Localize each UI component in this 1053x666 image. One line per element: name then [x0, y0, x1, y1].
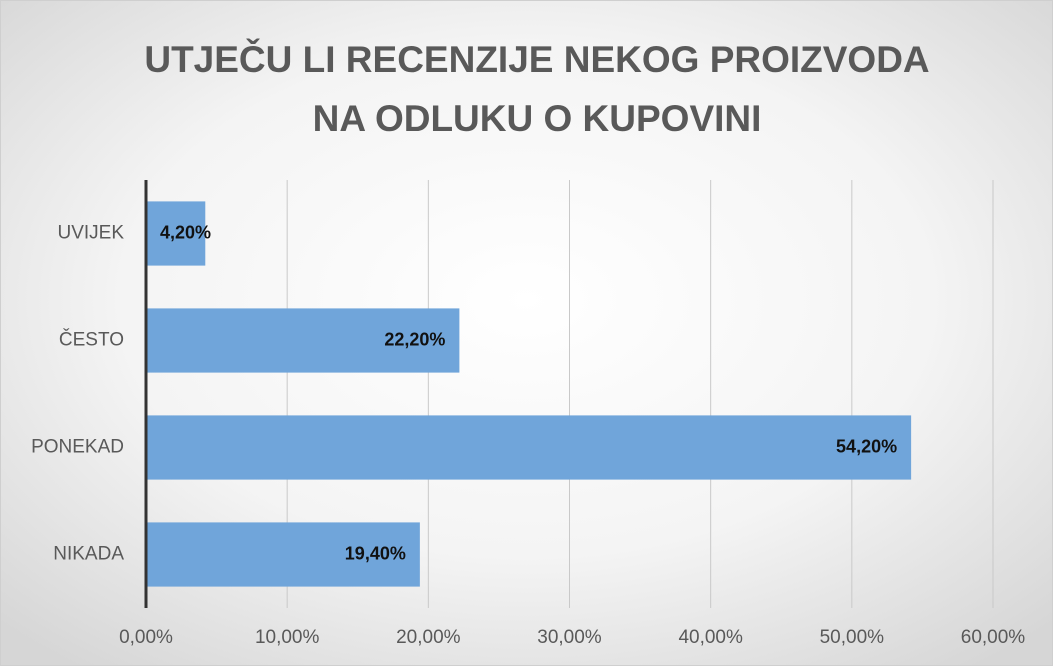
data-label: 4,20% [160, 222, 211, 242]
y-tick-label: ČESTO [59, 329, 124, 351]
y-tick-label: UVIJEK [57, 223, 124, 244]
x-tick-label: 10,00% [255, 627, 320, 648]
data-label: 22,20% [384, 329, 445, 349]
data-label: 19,40% [345, 543, 406, 563]
x-tick-label: 40,00% [678, 627, 743, 648]
x-tick-label: 30,00% [537, 627, 602, 648]
x-tick-label: 60,00% [961, 627, 1026, 648]
chart-title: UTJEČU LI RECENZIJE NEKOG PROIZVODA [144, 38, 929, 80]
y-tick-label: NIKADA [53, 544, 124, 565]
x-tick-label: 0,00% [119, 627, 173, 648]
bar [146, 308, 460, 373]
x-tick-label: 20,00% [396, 627, 461, 648]
y-tick-label: PONEKAD [31, 437, 124, 458]
bar [146, 415, 912, 480]
bar [146, 201, 206, 266]
chart-title: NA ODLUKU O KUPOVINI [313, 98, 762, 139]
x-tick-label: 50,00% [820, 627, 885, 648]
bar [146, 522, 420, 587]
data-label: 54,20% [836, 436, 897, 456]
